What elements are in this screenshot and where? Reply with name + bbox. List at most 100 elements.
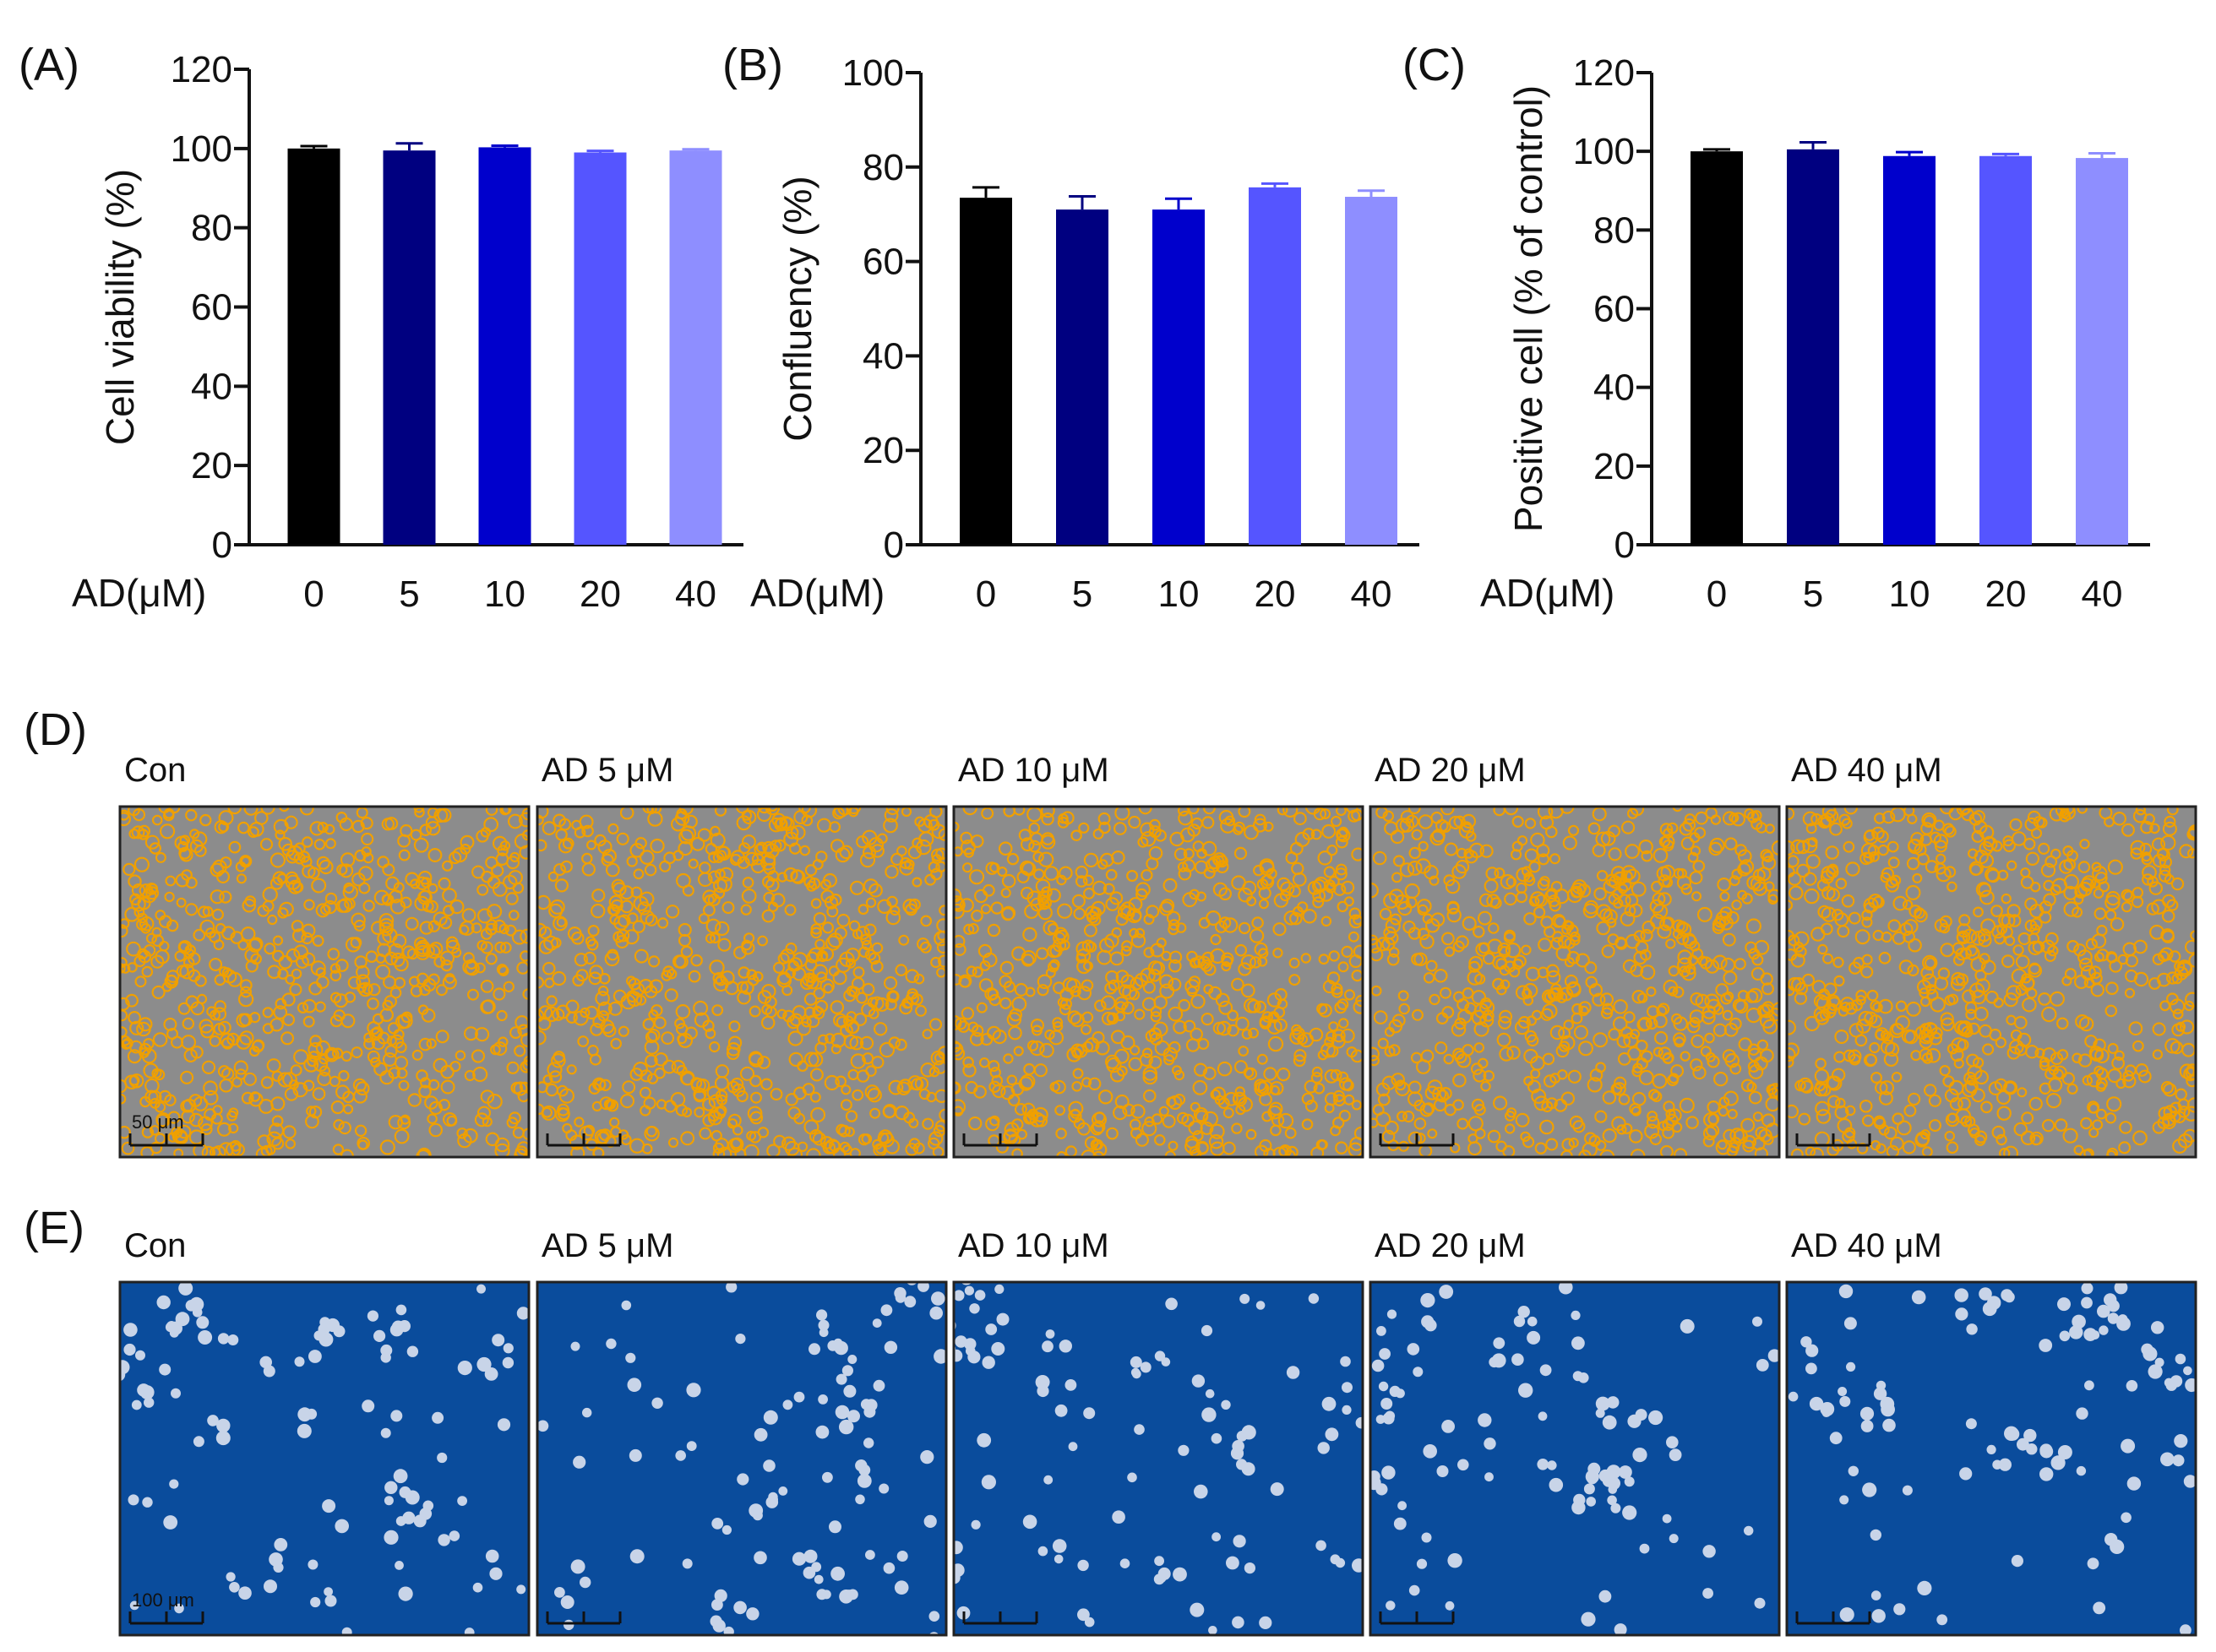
panel-a-label: (A) — [19, 40, 79, 90]
cell — [329, 970, 342, 981]
cell — [1659, 1144, 1674, 1157]
cell — [537, 1030, 547, 1046]
x-axis-title: AD(μM) — [1480, 571, 1614, 615]
cell — [2160, 834, 2176, 851]
cell — [414, 895, 430, 911]
cell — [1158, 1106, 1169, 1117]
cell — [1256, 1053, 1268, 1065]
cell — [173, 1148, 184, 1157]
cell — [1422, 1102, 1435, 1115]
cell — [1832, 956, 1844, 969]
cell — [351, 819, 365, 834]
cell — [930, 1050, 946, 1066]
cell — [278, 955, 293, 970]
y-tick-label: 80 — [1593, 209, 1635, 251]
cell — [656, 917, 669, 929]
cell — [659, 860, 672, 872]
cell — [2013, 1122, 2028, 1137]
cell — [736, 1090, 749, 1103]
cell — [972, 966, 983, 978]
cell — [506, 1061, 520, 1074]
cell — [1640, 965, 1656, 981]
cell — [1331, 1117, 1345, 1129]
cell — [782, 1009, 795, 1023]
cell — [886, 895, 898, 908]
cell — [301, 923, 316, 938]
cell — [1470, 1062, 1484, 1075]
cell — [1885, 878, 1899, 893]
cell — [1037, 905, 1053, 921]
cell — [2087, 1557, 2099, 1570]
cell — [1273, 893, 1289, 908]
cell — [589, 965, 604, 980]
cell — [737, 856, 750, 870]
cell — [1528, 896, 1540, 907]
y-axis-title: Confluency (%) — [776, 176, 819, 441]
cell — [1085, 905, 1100, 921]
cell — [789, 1013, 803, 1027]
cell — [2039, 1444, 2054, 1459]
cell — [1201, 816, 1215, 829]
cell — [155, 1111, 172, 1128]
cell — [990, 901, 1004, 915]
bar-10 — [1152, 209, 1205, 546]
cell — [2056, 1017, 2069, 1030]
cell — [2121, 823, 2136, 837]
cell — [1980, 959, 1996, 975]
cell — [1859, 1406, 1875, 1421]
cell — [2157, 1117, 2170, 1129]
cell — [1129, 1118, 1141, 1131]
cell — [1729, 875, 1740, 887]
cell — [1810, 1147, 1824, 1157]
cell — [1595, 1408, 1605, 1418]
cell — [1416, 1059, 1431, 1074]
panel-e-micrograph-1 — [537, 1282, 946, 1635]
cell — [1077, 1559, 1089, 1572]
cell — [476, 908, 493, 924]
cell — [178, 846, 192, 860]
cell — [1571, 1500, 1586, 1515]
cell — [861, 1133, 873, 1144]
cell — [493, 1041, 508, 1056]
cell — [1101, 1011, 1116, 1026]
cell — [1737, 849, 1752, 864]
cell — [384, 1045, 398, 1058]
x-tick-label: 5 — [1072, 573, 1092, 615]
cell — [1835, 1097, 1846, 1109]
cell — [1456, 1117, 1469, 1130]
cell — [1876, 1380, 1887, 1391]
cell — [1200, 959, 1213, 972]
cell — [1037, 974, 1053, 990]
cell — [1271, 1113, 1285, 1128]
cell — [960, 831, 973, 845]
cell — [185, 995, 199, 1008]
cell — [1108, 979, 1120, 992]
cell — [981, 807, 994, 820]
cell — [1251, 916, 1264, 929]
cell — [1612, 1016, 1628, 1031]
cell — [361, 846, 372, 857]
cell — [177, 940, 193, 954]
cell — [1665, 1108, 1676, 1120]
panel-d-micrograph-2 — [954, 807, 1363, 1157]
cell — [2029, 924, 2041, 935]
cell — [1627, 1046, 1642, 1061]
cell — [1455, 935, 1469, 949]
cell — [214, 1000, 227, 1013]
cell — [2081, 1282, 2093, 1295]
cell — [1907, 964, 1919, 977]
cell — [991, 1074, 1004, 1087]
cell — [405, 916, 419, 931]
cell — [1201, 1407, 1217, 1422]
cell — [880, 1304, 893, 1317]
cell — [793, 809, 809, 824]
cell — [1567, 824, 1580, 836]
micrograph-background — [120, 807, 529, 1157]
panel-d-micrograph-1 — [537, 807, 946, 1157]
cell — [825, 935, 841, 951]
x-tick-label: 0 — [1707, 573, 1727, 615]
cell — [1208, 1626, 1217, 1635]
cell — [654, 1052, 668, 1067]
cell — [335, 959, 349, 972]
cell — [716, 1094, 727, 1106]
